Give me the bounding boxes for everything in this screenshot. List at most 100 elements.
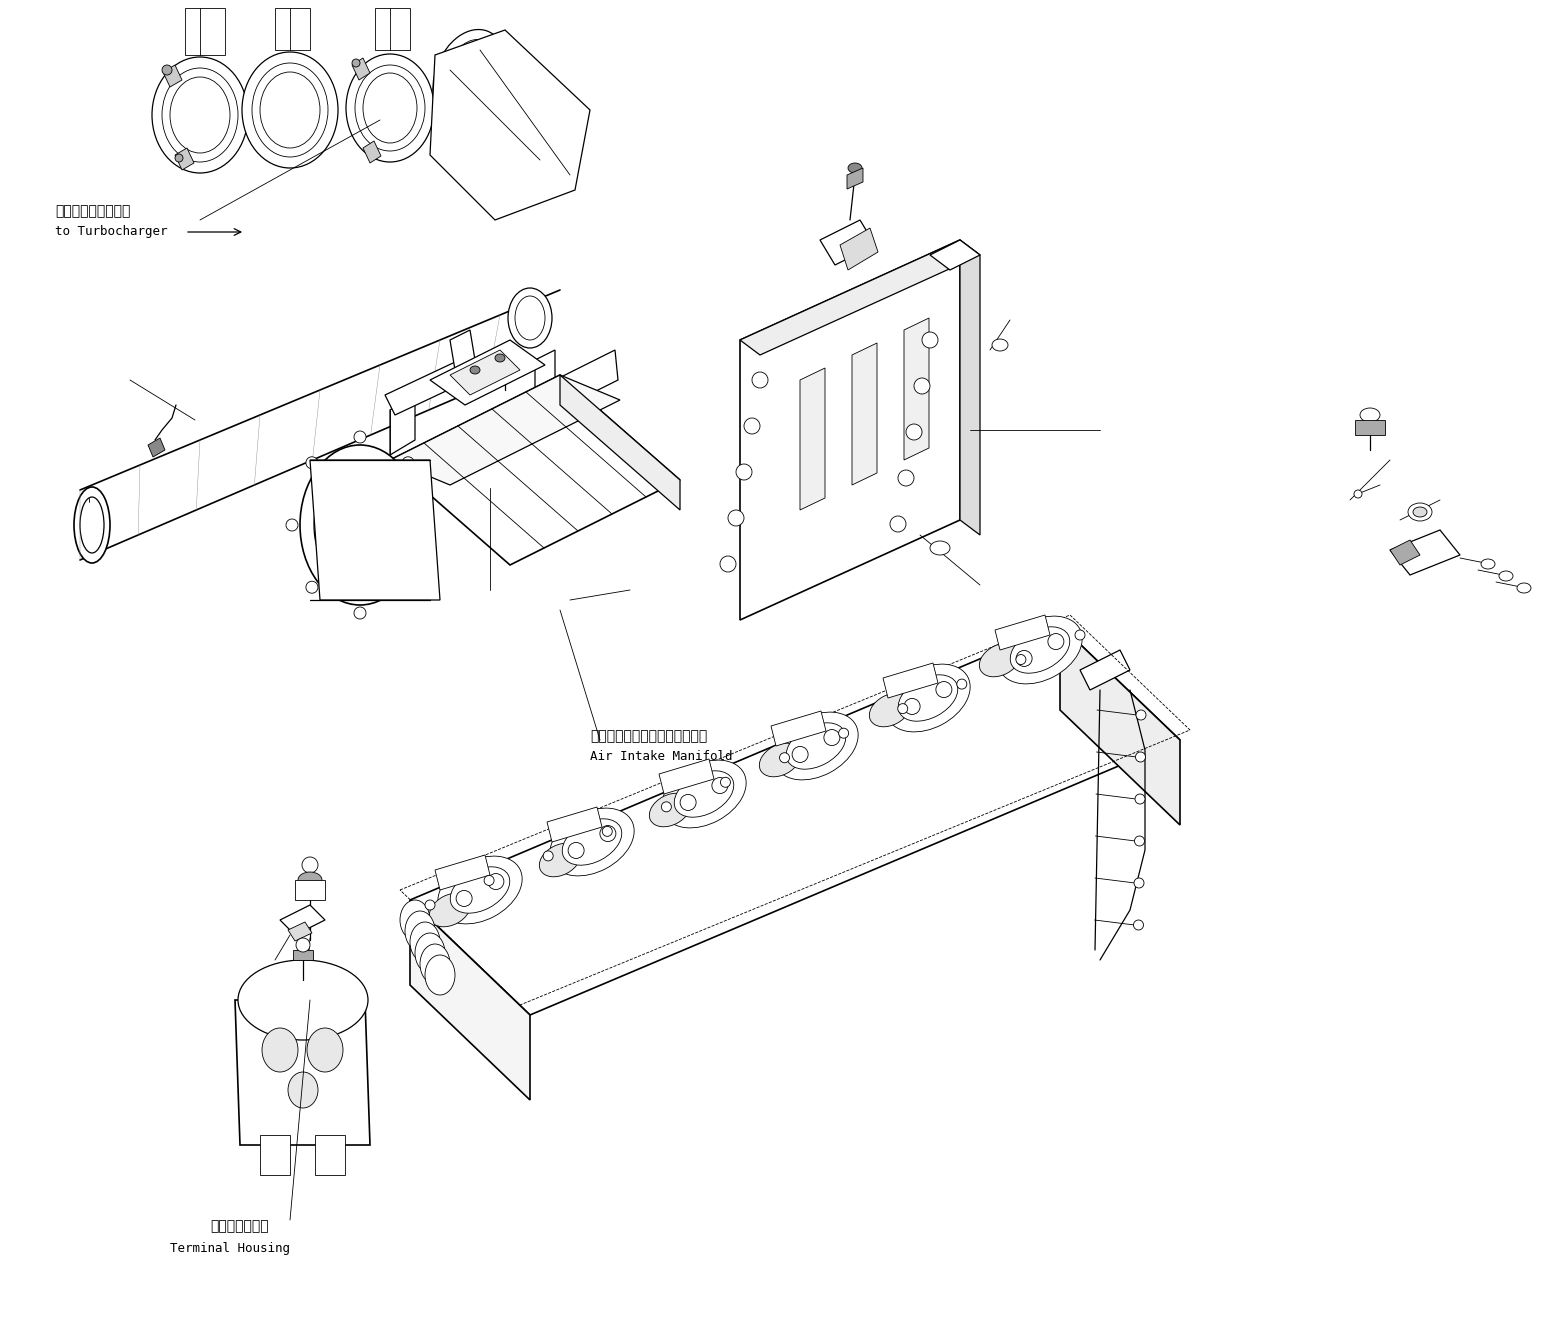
Polygon shape (740, 240, 961, 619)
Circle shape (753, 372, 768, 388)
Text: Terminal Housing: Terminal Housing (171, 1242, 290, 1255)
Circle shape (922, 332, 937, 348)
Circle shape (1135, 878, 1144, 888)
Circle shape (1076, 630, 1085, 640)
Circle shape (728, 510, 743, 526)
Polygon shape (289, 922, 312, 941)
Polygon shape (293, 950, 314, 959)
Circle shape (601, 826, 616, 842)
Polygon shape (1080, 650, 1130, 690)
Polygon shape (771, 710, 826, 747)
Ellipse shape (442, 39, 498, 116)
Ellipse shape (661, 760, 747, 828)
Polygon shape (847, 169, 863, 189)
Polygon shape (435, 855, 490, 890)
Ellipse shape (298, 872, 321, 888)
Ellipse shape (562, 819, 622, 866)
Ellipse shape (410, 922, 441, 962)
Circle shape (958, 680, 967, 689)
Ellipse shape (242, 52, 338, 169)
Ellipse shape (251, 63, 327, 157)
Circle shape (736, 464, 753, 480)
Polygon shape (279, 904, 324, 935)
Polygon shape (295, 880, 324, 900)
Circle shape (1136, 710, 1145, 720)
Circle shape (1017, 650, 1032, 666)
Polygon shape (352, 58, 369, 80)
Ellipse shape (1499, 571, 1513, 581)
Ellipse shape (869, 693, 911, 727)
Polygon shape (883, 664, 937, 698)
Ellipse shape (759, 743, 801, 777)
Ellipse shape (171, 78, 230, 153)
Ellipse shape (1481, 559, 1495, 569)
Circle shape (286, 519, 298, 531)
Circle shape (914, 379, 930, 393)
Ellipse shape (433, 29, 508, 127)
Ellipse shape (497, 351, 514, 360)
Circle shape (306, 456, 318, 468)
Ellipse shape (930, 541, 950, 555)
Circle shape (1353, 490, 1363, 498)
Text: 集合ハウジング: 集合ハウジング (211, 1219, 270, 1234)
Ellipse shape (300, 446, 421, 605)
Polygon shape (310, 460, 441, 599)
Ellipse shape (363, 74, 417, 143)
Circle shape (425, 900, 435, 910)
Text: エアーインテークマニホールド: エアーインテークマニホールド (590, 729, 708, 743)
Ellipse shape (470, 367, 480, 375)
Circle shape (720, 557, 736, 573)
Circle shape (161, 66, 172, 75)
Polygon shape (450, 330, 475, 371)
Polygon shape (1355, 420, 1384, 435)
Ellipse shape (992, 339, 1007, 351)
Circle shape (543, 851, 553, 860)
Circle shape (906, 424, 922, 440)
Circle shape (899, 470, 914, 486)
Polygon shape (660, 759, 714, 793)
Polygon shape (390, 395, 414, 455)
Polygon shape (930, 240, 979, 270)
Ellipse shape (355, 66, 425, 151)
Ellipse shape (1360, 408, 1380, 421)
Ellipse shape (540, 843, 580, 876)
Ellipse shape (152, 58, 248, 173)
Ellipse shape (495, 355, 504, 363)
Ellipse shape (289, 1072, 318, 1108)
Polygon shape (903, 318, 930, 460)
Polygon shape (852, 343, 877, 484)
Polygon shape (175, 149, 194, 170)
Circle shape (824, 729, 840, 745)
Ellipse shape (774, 712, 858, 780)
Circle shape (779, 753, 790, 763)
Polygon shape (275, 8, 310, 50)
Polygon shape (430, 29, 590, 219)
Circle shape (1135, 793, 1145, 804)
Ellipse shape (549, 808, 635, 876)
Ellipse shape (400, 900, 430, 941)
Polygon shape (1391, 530, 1460, 575)
Ellipse shape (438, 856, 521, 923)
Text: Air Intake Manifold: Air Intake Manifold (590, 751, 733, 763)
Ellipse shape (450, 867, 509, 913)
Polygon shape (376, 8, 410, 50)
Circle shape (175, 154, 183, 162)
Polygon shape (961, 240, 979, 535)
Polygon shape (163, 66, 182, 87)
Polygon shape (840, 227, 878, 270)
Polygon shape (740, 240, 979, 355)
Circle shape (889, 516, 906, 533)
Ellipse shape (327, 480, 393, 570)
Text: ターボチャージャヘ: ターボチャージャヘ (54, 203, 130, 218)
Polygon shape (490, 405, 540, 450)
Circle shape (1017, 654, 1026, 665)
Ellipse shape (430, 894, 470, 927)
Circle shape (602, 827, 613, 836)
Ellipse shape (237, 959, 368, 1040)
Circle shape (354, 607, 366, 619)
Ellipse shape (649, 793, 691, 827)
Circle shape (456, 891, 472, 906)
Circle shape (402, 456, 414, 468)
Ellipse shape (508, 288, 553, 348)
Text: to Turbocharger: to Turbocharger (54, 225, 168, 238)
